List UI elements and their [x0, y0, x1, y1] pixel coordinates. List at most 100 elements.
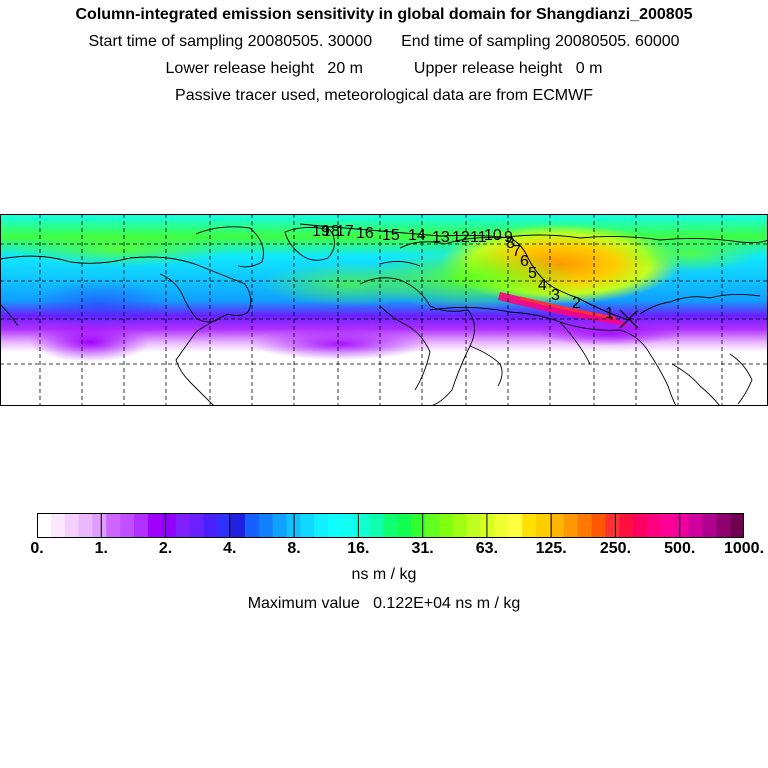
- colorbar-cell: [341, 513, 357, 538]
- colorbar-cell: [175, 513, 191, 538]
- colorbar-cell: [563, 513, 579, 538]
- start-time-label: Start time of sampling: [88, 33, 244, 50]
- colorbar-cell: [439, 513, 454, 538]
- colorbar-tick-label: 250.: [599, 540, 632, 557]
- trajectory-label: 4: [538, 277, 547, 294]
- trajectory-label: 1: [605, 305, 614, 322]
- colorbar-cell: [730, 513, 744, 538]
- coastlines: [0, 226, 768, 406]
- colorbar-cell: [660, 513, 676, 538]
- maximum-value: 0.122E+04 ns m / kg: [373, 595, 521, 612]
- colorbar-cell: [633, 513, 648, 538]
- colorbar-cell: [702, 513, 717, 538]
- colorbar-tick-label: 8.: [287, 540, 301, 557]
- colorbar-cell: [92, 513, 107, 538]
- colorbar-cell: [549, 513, 565, 538]
- sensitivity-map: 1 2 3 4 5 6 7 8 9 10 11 12 13 14 15 16 17 18 19: [0, 214, 768, 406]
- colorbar-cell: [272, 513, 288, 538]
- trajectory-label: 8: [506, 235, 515, 252]
- colorbar-cell: [522, 513, 537, 538]
- trajectory-label: 12: [452, 229, 470, 246]
- colorbar-cell: [189, 513, 204, 538]
- colorbar-cell: [646, 513, 662, 538]
- colorbar-tick-label: 1000.: [723, 540, 765, 557]
- colorbar-cell: [203, 513, 218, 538]
- trajectory-path: [299, 223, 629, 321]
- end-time-label: End time of sampling: [401, 33, 551, 50]
- sampling-time-line: Start time of sampling 20080505. 30000 E…: [0, 33, 768, 51]
- colorbar-cell: [106, 513, 121, 538]
- colorbar-cell: [50, 513, 66, 538]
- plot-title: Column-integrated emission sensitivity i…: [75, 6, 693, 23]
- colorbar-cell: [674, 513, 690, 538]
- colorbar-cell: [577, 513, 593, 538]
- colorbar-tick-label: 63.: [475, 540, 499, 557]
- colorbar-cell: [37, 513, 52, 538]
- trajectory-label: 2: [572, 295, 581, 312]
- trajectory-label: 15: [382, 227, 400, 244]
- receptor-marker: [619, 309, 639, 329]
- colorbar-cell: [508, 513, 523, 538]
- colorbar-cell: [355, 513, 371, 538]
- colorbar-cell: [314, 513, 329, 538]
- colorbar-cell: [134, 513, 149, 538]
- colorbar-cell: [383, 513, 399, 538]
- colorbar-cell: [619, 513, 634, 538]
- colorbar: [37, 513, 744, 538]
- colorbar-tick-label: 4.: [223, 540, 237, 557]
- colorbar-tick-label: 500.: [664, 540, 696, 557]
- trajectory-label: 17: [336, 223, 354, 240]
- trajectory-label: 13: [432, 229, 450, 246]
- colorbar-cell: [716, 513, 731, 538]
- upper-height-value: 0 m: [575, 60, 603, 77]
- colorbar-cell: [244, 513, 260, 538]
- trajectory-label: 16: [356, 225, 374, 242]
- trajectory-label: 5: [528, 265, 537, 282]
- trajectory-label: 3: [551, 287, 560, 304]
- maximum-value-line: Maximum value 0.122E+04 ns m / kg: [0, 595, 768, 613]
- colorbar-cell: [411, 513, 426, 538]
- colorbar-cell: [480, 513, 496, 538]
- colorbar-cell: [688, 513, 704, 538]
- end-time-value: 20080505. 60000: [554, 33, 680, 50]
- colorbar-cell: [217, 513, 232, 538]
- colorbar-tick-label: 31.: [411, 540, 434, 557]
- colorbar-cell: [466, 513, 482, 538]
- upper-height-label: Upper release height: [413, 60, 563, 77]
- colorbar-cell: [494, 513, 509, 538]
- trajectory-label: 18: [322, 223, 340, 240]
- trajectory-label: 19: [312, 223, 330, 240]
- lower-height-value: 20 m: [327, 60, 363, 77]
- trajectory-label: 9: [504, 229, 513, 246]
- colorbar-tick-label: 2.: [158, 540, 173, 557]
- colorbar-cell: [64, 513, 80, 538]
- colorbar-cell: [231, 513, 246, 538]
- trajectory-label: 14: [408, 227, 426, 244]
- colorbar-cell: [120, 513, 135, 538]
- colorbar-cell: [536, 513, 551, 538]
- trajectory-label: 7: [512, 243, 521, 260]
- graticule: [0, 214, 768, 406]
- colorbar-cell: [369, 513, 385, 538]
- colorbar-cell: [161, 513, 177, 538]
- colorbar-cell: [605, 513, 620, 538]
- colorbar-cell: [425, 513, 440, 538]
- colorbar-cell: [328, 513, 343, 538]
- lower-height-label: Lower release height: [165, 60, 315, 77]
- colorbar-cell: [452, 513, 468, 538]
- colorbar-cell: [147, 513, 163, 538]
- colorbar-cell: [397, 513, 412, 538]
- colorbar-tick-label: 0.: [30, 540, 44, 557]
- tracer-note: Passive tracer used, meteorological data…: [175, 87, 593, 104]
- colorbar-tick-label: 125.: [535, 540, 567, 557]
- maximum-value-label: Maximum value: [247, 595, 360, 612]
- release-height-line: Lower release height 20 m Upper release …: [0, 60, 768, 78]
- colorbar-unit: ns m / kg: [351, 566, 417, 583]
- trajectory-label: 10: [484, 227, 502, 244]
- colorbar-tick-label: 16.: [347, 540, 370, 557]
- trajectory-label: 11: [470, 229, 487, 246]
- colorbar-cell: [258, 513, 274, 538]
- trajectory-label: 6: [520, 253, 529, 270]
- colorbar-tick-label: 1.: [94, 540, 108, 557]
